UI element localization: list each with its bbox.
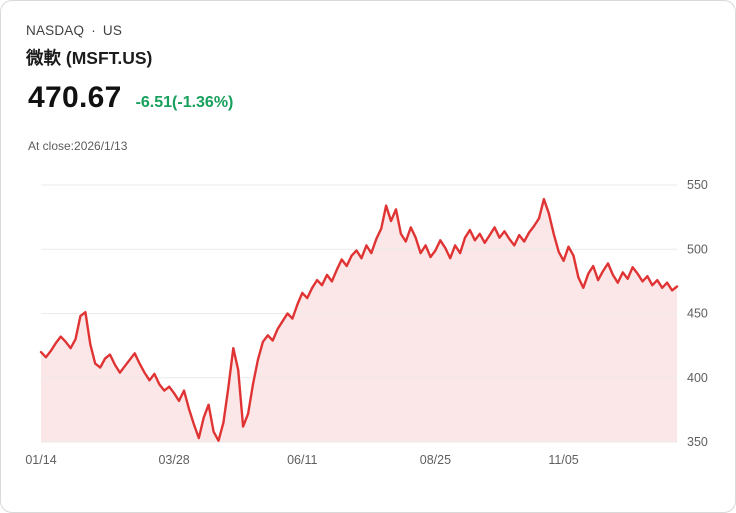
exchange-row: NASDAQ · US (26, 23, 122, 38)
price-value: 470.67 (28, 81, 122, 114)
price-change: -6.51(-1.36%) (135, 94, 234, 111)
y-axis-tick-label: 400 (687, 371, 708, 385)
separator-dot: · (91, 23, 96, 38)
region-label: US (102, 23, 123, 38)
x-axis-tick-label: 06/11 (287, 453, 317, 467)
price-chart[interactable]: 350 400 450 500 550 01/14 03/28 06/11 08/25 11/05 (25, 178, 735, 479)
area-fill (41, 199, 677, 442)
price-line (39, 197, 679, 442)
x-axis-tick-label: 11/05 (548, 453, 578, 467)
price-row: 470.67 -6.51(-1.36%) (28, 81, 233, 115)
x-axis-tick-label: 01/14 (25, 453, 56, 467)
x-axis-tick-label: 03/28 (158, 453, 189, 467)
line-chart-svg: 350 400 450 500 550 01/14 03/28 06/11 08/25 11/05 (25, 178, 708, 467)
stock-title: 微軟 (MSFT.US) (26, 48, 153, 68)
x-axis-tick-label: 08/25 (420, 453, 451, 467)
exchange-label: NASDAQ (26, 23, 85, 38)
close-note: At close:2026/1/13 (28, 139, 128, 153)
y-axis-tick-label: 450 (687, 307, 708, 321)
y-axis-tick-label: 550 (687, 178, 708, 192)
y-axis-tick-label: 500 (687, 242, 708, 256)
y-axis-tick-label: 350 (687, 435, 708, 449)
